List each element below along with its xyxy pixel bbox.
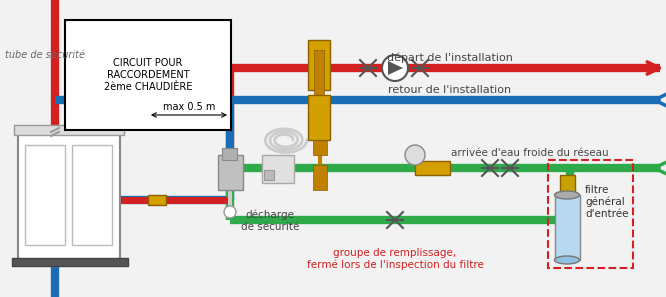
Bar bbox=[314, 50, 324, 110]
Bar bbox=[18, 130, 120, 260]
Text: CIRCUIT POUR
RACCORDEMENT
2ème CHAUDIÈRE: CIRCUIT POUR RACCORDEMENT 2ème CHAUDIÈRE bbox=[104, 59, 192, 91]
Bar bbox=[72, 145, 112, 245]
Text: tube de sécurité: tube de sécurité bbox=[5, 50, 85, 60]
Polygon shape bbox=[388, 61, 403, 75]
Bar bbox=[555, 195, 580, 260]
Bar bbox=[548, 160, 633, 268]
Bar bbox=[148, 195, 166, 205]
Bar bbox=[218, 155, 243, 190]
Bar bbox=[308, 40, 330, 90]
Text: filtre
général
d'entrée: filtre général d'entrée bbox=[585, 185, 629, 219]
Ellipse shape bbox=[555, 256, 579, 264]
Text: départ de l'installation: départ de l'installation bbox=[387, 53, 513, 63]
Bar bbox=[308, 95, 330, 140]
Bar bbox=[264, 170, 274, 180]
Bar bbox=[415, 161, 450, 175]
Bar bbox=[313, 165, 327, 190]
Bar bbox=[12, 258, 128, 266]
Text: max 0.5 m: max 0.5 m bbox=[163, 102, 215, 112]
Text: arrivée d'eau froide du réseau: arrivée d'eau froide du réseau bbox=[451, 148, 609, 158]
Bar bbox=[222, 148, 237, 160]
Bar bbox=[25, 145, 65, 245]
Text: décharge
de sécurité: décharge de sécurité bbox=[241, 210, 299, 232]
Text: groupe de remplissage,
fermé lors de l'inspection du filtre: groupe de remplissage, fermé lors de l'i… bbox=[306, 248, 484, 270]
Bar bbox=[14, 125, 124, 135]
Bar bbox=[560, 175, 575, 197]
Circle shape bbox=[405, 145, 425, 165]
Circle shape bbox=[382, 55, 408, 81]
Bar bbox=[262, 155, 294, 183]
Circle shape bbox=[224, 206, 236, 218]
Bar bbox=[313, 125, 327, 155]
Ellipse shape bbox=[555, 191, 579, 199]
Text: retour de l'installation: retour de l'installation bbox=[388, 85, 511, 95]
